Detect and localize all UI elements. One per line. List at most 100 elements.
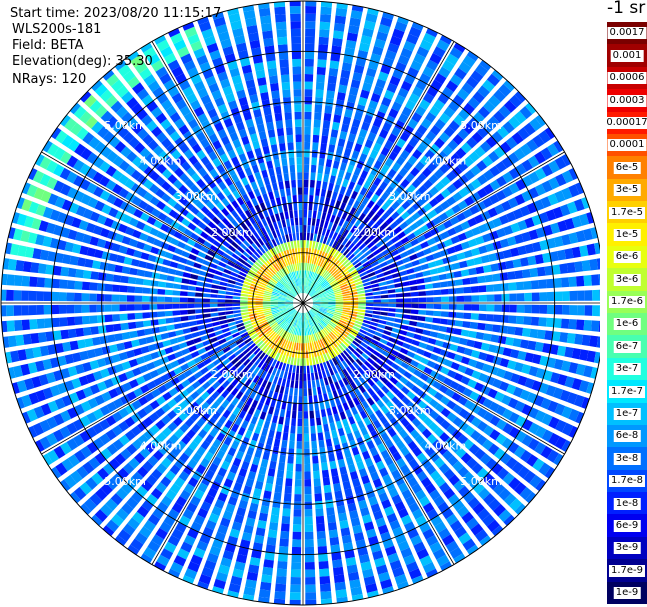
ray-gate xyxy=(232,568,244,579)
ray-gate xyxy=(243,320,252,326)
ray-gate xyxy=(167,268,177,275)
ray-gate xyxy=(195,309,203,314)
ray-gate xyxy=(162,259,171,267)
ray-gate xyxy=(442,341,451,350)
ray-gate xyxy=(173,202,183,212)
ray-gate xyxy=(205,434,215,444)
ray-gate xyxy=(554,156,567,170)
ray-gate xyxy=(210,308,218,312)
ray-gate xyxy=(317,538,327,547)
ray-gate xyxy=(284,211,289,220)
ray-gate xyxy=(482,79,495,93)
colorbar-tick-label: 0.0006 xyxy=(607,72,647,85)
ray-gate xyxy=(395,313,403,318)
ray-gate xyxy=(503,493,517,506)
ray-gate xyxy=(255,305,263,308)
ray-gate xyxy=(240,306,248,310)
ray-gate xyxy=(403,303,412,308)
ray-gate xyxy=(112,284,121,292)
ray-gate xyxy=(313,203,318,211)
ray-gate xyxy=(246,259,254,266)
ray-gate xyxy=(316,523,326,532)
ray-gate xyxy=(345,557,357,567)
ray-gate xyxy=(332,285,340,290)
ray-gate xyxy=(303,194,308,203)
ray-gate xyxy=(253,213,261,222)
ray-gate xyxy=(314,104,323,113)
ray-gate xyxy=(443,488,456,500)
ray-gate xyxy=(299,217,303,226)
ray-gate xyxy=(422,502,435,514)
ray-gate xyxy=(396,195,406,205)
ray-gate xyxy=(282,313,290,319)
ray-gate xyxy=(181,161,192,172)
ray-gate xyxy=(159,521,172,533)
ray-gate xyxy=(378,24,391,35)
ray-gate xyxy=(281,259,287,267)
ray-gate xyxy=(341,270,350,277)
ray-gate xyxy=(531,380,542,392)
ray-gate xyxy=(492,378,503,389)
ray-gate xyxy=(508,182,520,194)
ray-gate xyxy=(405,99,416,111)
ray-gate xyxy=(255,327,263,333)
ray-gate xyxy=(342,402,350,411)
ray-gate xyxy=(261,497,271,507)
ray-gate xyxy=(53,413,65,426)
ray-gate xyxy=(212,216,221,225)
ray-gate xyxy=(187,137,198,148)
ray-gate xyxy=(318,250,323,259)
ray-gate xyxy=(454,526,467,539)
ray-gate xyxy=(397,231,406,240)
ray-gate xyxy=(232,457,242,467)
ray-gate xyxy=(73,419,85,431)
ray-gate xyxy=(152,145,164,156)
ray-gate xyxy=(517,245,527,256)
ray-gate xyxy=(341,534,352,544)
ray-gate xyxy=(487,478,500,491)
ray-gate xyxy=(410,534,423,546)
ray-gate xyxy=(373,419,382,429)
ray-gate xyxy=(193,547,206,559)
ray-gate xyxy=(509,94,523,108)
ray-gate xyxy=(413,53,426,65)
ray-gate xyxy=(206,42,219,54)
ray-gate xyxy=(278,280,286,286)
ray-gate xyxy=(156,395,166,406)
ray-gate xyxy=(422,32,436,45)
ray-gate xyxy=(321,127,330,137)
ray-gate xyxy=(440,288,449,295)
ray-gate xyxy=(26,184,38,198)
ray-gate xyxy=(240,296,248,300)
ray-gate xyxy=(421,137,432,148)
ray-gate xyxy=(111,425,123,437)
ray-gate xyxy=(488,253,498,262)
ray-gate xyxy=(559,332,569,343)
ray-gate xyxy=(507,197,519,209)
ray-gate xyxy=(328,144,336,153)
ray-gate xyxy=(202,308,211,313)
ray-gate xyxy=(489,429,501,441)
ray-gate xyxy=(338,379,345,388)
ray-gate xyxy=(310,248,315,257)
ray-gate xyxy=(48,466,62,481)
ray-gate xyxy=(399,270,408,277)
ray-gate xyxy=(207,249,216,257)
ray-gate xyxy=(318,561,329,570)
ray-gate xyxy=(105,179,117,191)
ray-gate xyxy=(255,309,264,313)
ray-gate xyxy=(477,174,488,186)
ray-gate xyxy=(174,118,186,129)
ray-gate xyxy=(236,322,245,328)
ray-gate xyxy=(310,292,318,297)
ray-gate xyxy=(89,78,103,92)
ray-gate xyxy=(272,446,279,455)
ray-gate xyxy=(331,340,338,348)
ray-gate xyxy=(442,256,451,265)
ray-gate xyxy=(489,401,500,413)
ray-gate xyxy=(340,352,347,360)
ray-gate xyxy=(381,212,390,221)
ray-gate xyxy=(269,136,277,146)
ray-gate xyxy=(449,343,459,352)
ray-gate xyxy=(315,97,323,106)
